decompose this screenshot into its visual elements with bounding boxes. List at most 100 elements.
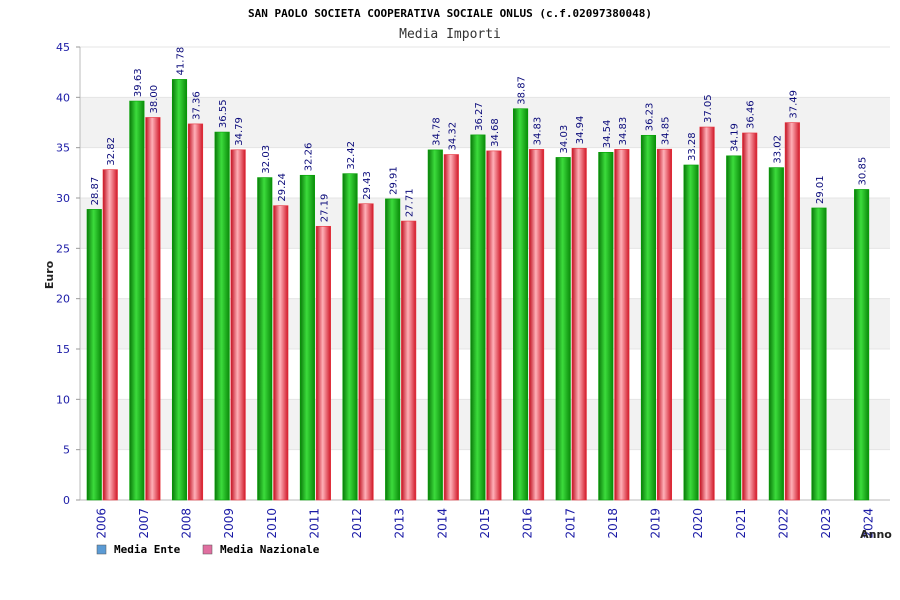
legend-label-media-ente: Media Ente — [114, 543, 181, 556]
bar-media-ente-2006 — [86, 209, 102, 501]
y-tick-label: 5 — [63, 444, 70, 457]
bar-media-nazionale-2007 — [145, 117, 161, 501]
data-label: 34.79 — [234, 117, 245, 146]
data-label: 29.24 — [277, 173, 288, 202]
chart-title: SAN PAOLO SOCIETA COOPERATIVA SOCIALE ON… — [248, 7, 652, 20]
data-label: 36.23 — [644, 103, 655, 132]
data-label: 32.03 — [261, 145, 272, 174]
legend-swatch-media-nazionale — [202, 544, 213, 555]
bar-media-ente-2022 — [768, 167, 784, 501]
x-tick-label: 2016 — [521, 508, 535, 539]
x-tick-label: 2006 — [94, 508, 108, 539]
bar-media-nazionale-2020 — [699, 126, 715, 501]
data-label: 38.00 — [149, 85, 160, 114]
y-tick-label: 45 — [56, 41, 70, 54]
chart-subtitle: Media Importi — [399, 27, 501, 42]
x-tick-label: 2012 — [350, 508, 364, 539]
data-label: 34.94 — [575, 116, 586, 145]
x-tick-label: 2013 — [393, 508, 407, 539]
x-axis-label: Anno — [860, 528, 892, 541]
data-label: 41.78 — [176, 47, 187, 76]
data-label: 34.85 — [660, 117, 671, 146]
y-tick-label: 10 — [56, 393, 70, 406]
x-tick-label: 2014 — [435, 508, 449, 539]
y-tick-label: 35 — [56, 142, 70, 155]
y-tick-label: 20 — [56, 293, 70, 306]
data-label: 34.83 — [618, 117, 629, 146]
bar-media-ente-2015 — [470, 134, 486, 501]
x-tick-label: 2021 — [734, 508, 748, 539]
bar-media-ente-2019 — [640, 134, 657, 501]
bar-media-ente-2008 — [171, 79, 188, 501]
y-tick-label: 40 — [56, 91, 70, 104]
data-label: 28.87 — [90, 177, 101, 206]
bar-media-nazionale-2017 — [571, 147, 587, 501]
bar-media-ente-2010 — [257, 177, 273, 501]
data-label: 34.54 — [602, 120, 613, 149]
data-label: 33.28 — [687, 132, 698, 161]
x-tick-label: 2011 — [307, 508, 321, 539]
bar-media-nazionale-2010 — [273, 205, 289, 501]
bar-media-nazionale-2009 — [230, 149, 246, 501]
x-tick-label: 2022 — [776, 508, 790, 539]
data-label: 34.83 — [533, 117, 544, 146]
data-label: 36.27 — [474, 102, 485, 131]
x-tick-label: 2018 — [606, 508, 620, 539]
bars — [86, 79, 870, 501]
data-label: 29.91 — [389, 166, 400, 195]
data-label: 37.49 — [788, 90, 799, 119]
legend-label-media-nazionale: Media Nazionale — [220, 543, 320, 556]
data-label: 34.19 — [730, 123, 741, 152]
y-tick-label: 15 — [56, 343, 70, 356]
data-label: 32.82 — [106, 137, 117, 166]
bar-media-nazionale-2014 — [443, 154, 459, 501]
bar-media-nazionale-2016 — [529, 149, 545, 501]
data-label: 33.02 — [772, 135, 783, 164]
bar-media-nazionale-2021 — [742, 132, 758, 501]
x-tick-label: 2007 — [137, 508, 151, 539]
data-label: 36.55 — [218, 99, 229, 128]
data-label: 27.71 — [405, 188, 416, 217]
data-label: 34.68 — [490, 118, 501, 147]
bar-media-ente-2016 — [513, 108, 529, 501]
data-label: 37.05 — [703, 94, 714, 123]
bar-media-nazionale-2013 — [401, 220, 417, 501]
bar-media-ente-2021 — [726, 155, 742, 501]
bar-media-ente-2017 — [555, 157, 571, 501]
bar-media-nazionale-2019 — [656, 148, 673, 501]
bar-media-ente-2011 — [299, 174, 315, 501]
data-label: 29.43 — [362, 171, 373, 200]
data-label: 34.03 — [559, 125, 570, 154]
data-label: 37.36 — [192, 91, 203, 120]
bar-media-nazionale-2022 — [784, 122, 800, 501]
data-label: 29.01 — [815, 175, 826, 204]
bar-media-ente-2007 — [129, 100, 145, 501]
bar-media-ente-2013 — [385, 198, 401, 501]
x-tick-label: 2010 — [265, 508, 279, 539]
x-tick-label: 2009 — [222, 508, 236, 539]
x-tick-label: 2008 — [180, 508, 194, 539]
y-axis: 0 5 10 15 20 25 30 35 40 45 — [56, 41, 80, 507]
bar-media-ente-2018 — [598, 151, 614, 501]
data-label: 39.63 — [133, 68, 144, 97]
bar-media-nazionale-2011 — [315, 225, 331, 501]
data-labels: 28.87 32.82 39.63 38.00 41.78 37.36 36.55 34.79… — [90, 47, 868, 223]
y-tick-label: 25 — [56, 242, 70, 255]
data-label: 38.87 — [517, 76, 528, 105]
bar-media-ente-2024 — [854, 189, 870, 501]
data-label: 30.85 — [858, 157, 869, 186]
y-tick-label: 0 — [63, 494, 70, 507]
data-label: 34.78 — [431, 117, 442, 146]
legend: Media Ente Media Nazionale — [96, 543, 320, 556]
bar-media-nazionale-2006 — [102, 169, 118, 501]
x-axis: 2006 2007 2008 2009 2010 2011 2012 2013 2014 2015… — [94, 508, 875, 539]
bar-media-ente-2020 — [683, 164, 699, 501]
bar-media-nazionale-2012 — [358, 203, 374, 501]
x-tick-label: 2019 — [649, 508, 663, 539]
x-tick-label: 2017 — [563, 508, 577, 539]
y-axis-label: Euro — [43, 260, 56, 289]
bar-media-nazionale-2008 — [187, 123, 204, 501]
x-tick-label: 2023 — [819, 508, 833, 539]
bar-media-nazionale-2018 — [614, 149, 630, 501]
